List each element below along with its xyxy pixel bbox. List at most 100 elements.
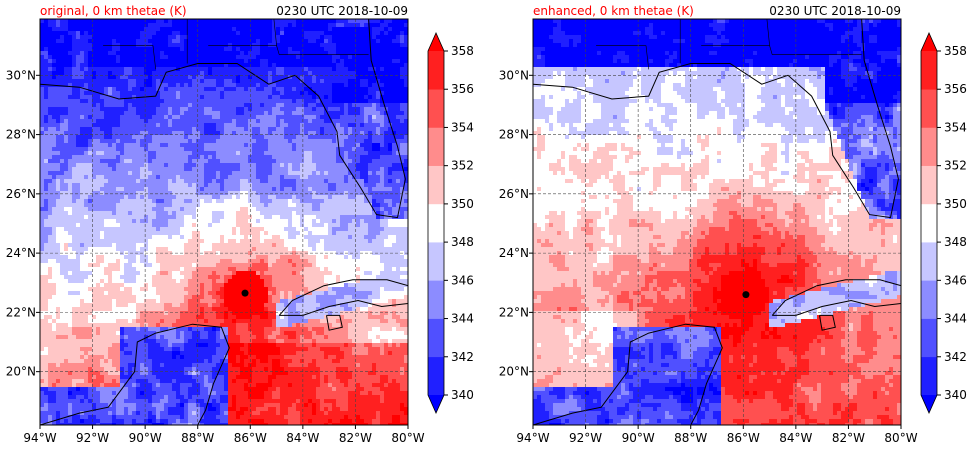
colorbar-segment xyxy=(921,89,937,128)
colorbar-segment xyxy=(921,165,937,205)
colorbar-segment xyxy=(921,203,937,243)
colorbar-segment xyxy=(921,242,937,281)
colorbar-extend-max xyxy=(428,33,444,51)
y-tick-label: 20°N xyxy=(499,365,529,379)
colorbar-extend-min xyxy=(921,395,937,413)
x-tick-label: 88°W xyxy=(181,431,214,445)
colorbar-tick-label: 356 xyxy=(451,82,474,96)
x-tick-label: 82°W xyxy=(832,431,865,445)
state-border-la-ms xyxy=(596,45,649,70)
colorbar-segment xyxy=(921,127,937,166)
colorbar-tick-label: 344 xyxy=(451,312,474,326)
map-panel-2: enhanced, 0 km thetae (K) 0230 UTC 2018-1… xyxy=(499,4,967,445)
colorbar-segment xyxy=(921,51,937,90)
colorbar-tick-label: 358 xyxy=(944,44,967,58)
map-panel-1: original, 0 km thetae (K) 0230 UTC 2018-1… xyxy=(6,4,474,445)
x-tick-label: 92°W xyxy=(569,431,602,445)
y-tick-label: 28°N xyxy=(499,128,529,142)
y-tick-label: 30°N xyxy=(6,68,36,82)
colorbar-tick-label: 356 xyxy=(944,82,967,96)
x-tick-label: 92°W xyxy=(76,431,109,445)
colorbar-tick-label: 348 xyxy=(944,235,967,249)
colorbar-tick-label: 346 xyxy=(944,273,967,287)
map-frame xyxy=(39,18,409,426)
colorbar: 340 342 344 346 348 350 352 354 356 358 xyxy=(427,32,474,414)
y-tick-label: 24°N xyxy=(6,246,36,260)
colorbar-segment xyxy=(921,280,937,319)
colorbar-tick-label: 350 xyxy=(451,197,474,211)
y-tick-label: 26°N xyxy=(6,187,36,201)
y-tick-label: 30°N xyxy=(499,68,529,82)
x-tick-label: 90°W xyxy=(129,431,162,445)
state-border-fl xyxy=(701,45,862,55)
x-tick-label: 80°W xyxy=(884,431,917,445)
x-tick-label: 82°W xyxy=(339,431,372,445)
coastline-us xyxy=(533,19,899,219)
colorbar-segment xyxy=(428,127,444,166)
coastline-isla-juventud xyxy=(819,314,836,331)
storm-center-marker xyxy=(742,291,750,299)
colorbar-segment xyxy=(428,356,444,396)
colorbar-tick-label: 354 xyxy=(451,120,474,134)
colorbar-tick-label: 348 xyxy=(451,235,474,249)
colorbar-tick-label: 354 xyxy=(944,120,967,134)
colorbar-segment xyxy=(428,242,444,281)
x-tick-label: 90°W xyxy=(622,431,655,445)
storm-center-marker xyxy=(241,289,249,297)
y-tick-label: 26°N xyxy=(499,187,529,201)
colorbar-tick-label: 346 xyxy=(451,273,474,287)
colorbar-segment xyxy=(428,51,444,90)
coastline-yucatan xyxy=(533,323,723,425)
colorbar-segment xyxy=(428,318,444,358)
panel-title: enhanced, 0 km thetae (K) xyxy=(533,4,694,18)
colorbar-tick-label: 342 xyxy=(944,350,967,364)
thetae-field xyxy=(40,19,408,425)
colorbar-tick-label: 340 xyxy=(944,388,967,402)
panel-time-label: 0230 UTC 2018-10-09 xyxy=(769,4,901,18)
colorbar-tick-label: 350 xyxy=(944,197,967,211)
y-tick-label: 22°N xyxy=(6,305,36,319)
panel-time-label: 0230 UTC 2018-10-09 xyxy=(276,4,408,18)
colorbar-extend-max xyxy=(921,33,937,51)
state-border-al-ga xyxy=(273,19,277,46)
colorbar-tick-label: 352 xyxy=(944,159,967,173)
colorbar-tick-label: 352 xyxy=(451,159,474,173)
state-borders xyxy=(596,19,862,70)
colorbar-segment xyxy=(428,280,444,319)
colorbar-segment xyxy=(921,356,937,396)
coastline-cuba xyxy=(771,279,901,316)
colorbar-tick-label: 344 xyxy=(944,312,967,326)
coastline-yucatan xyxy=(40,323,230,425)
colorbar-segment xyxy=(428,165,444,205)
y-tick-label: 22°N xyxy=(499,305,529,319)
map-frame xyxy=(532,18,902,426)
colorbar-segment xyxy=(428,89,444,128)
colorbar-tick-label: 358 xyxy=(451,44,474,58)
x-tick-label: 84°W xyxy=(286,431,319,445)
colorbar-tick-label: 340 xyxy=(451,388,474,402)
coastline-cuba xyxy=(278,279,408,316)
x-tick-label: 94°W xyxy=(516,431,549,445)
coastlines xyxy=(533,19,901,425)
coastline-isla-juventud xyxy=(326,314,343,331)
x-tick-label: 88°W xyxy=(674,431,707,445)
y-tick-label: 20°N xyxy=(6,365,36,379)
y-tick-label: 28°N xyxy=(6,128,36,142)
x-tick-label: 86°W xyxy=(727,431,760,445)
colorbar: 340 342 344 346 348 350 352 354 356 358 xyxy=(920,32,967,414)
x-tick-label: 84°W xyxy=(779,431,812,445)
coastline-us xyxy=(40,19,406,219)
x-tick-label: 86°W xyxy=(234,431,267,445)
state-border-la-ms xyxy=(103,45,156,70)
coastlines xyxy=(40,19,408,425)
colorbar-extend-min xyxy=(428,395,444,413)
state-border-fl xyxy=(208,45,369,55)
colorbar-segment xyxy=(428,203,444,243)
colorbar-tick-label: 342 xyxy=(451,350,474,364)
thetae-field xyxy=(533,19,901,425)
panel-title: original, 0 km thetae (K) xyxy=(40,4,187,18)
x-tick-label: 94°W xyxy=(23,431,56,445)
colorbar-segment xyxy=(921,318,937,358)
y-tick-label: 24°N xyxy=(499,246,529,260)
